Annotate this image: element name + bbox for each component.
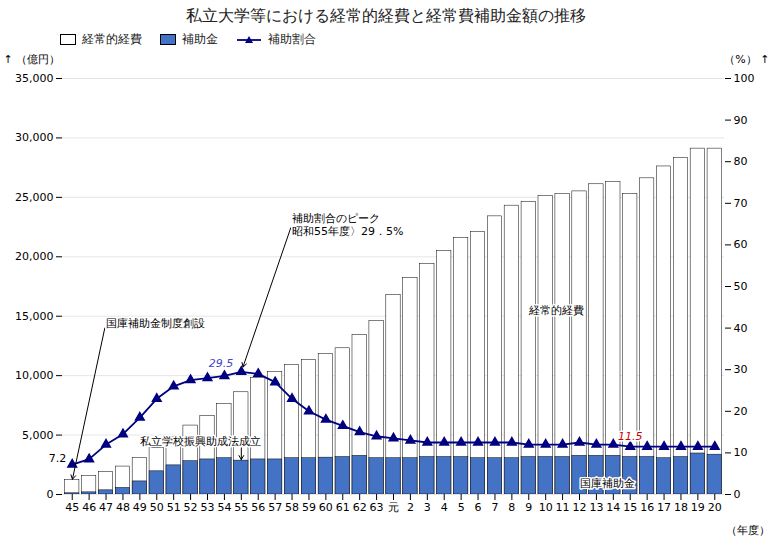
svg-text:6: 6 (475, 501, 482, 514)
svg-text:7: 7 (491, 501, 498, 514)
svg-text:70: 70 (734, 197, 748, 210)
svg-text:15,000: 15,000 (15, 310, 54, 323)
svg-text:29.5: 29.5 (209, 357, 234, 370)
svg-text:61: 61 (336, 501, 350, 514)
svg-text:12: 12 (573, 501, 587, 514)
svg-text:元: 元 (388, 501, 399, 514)
svg-text:56: 56 (251, 501, 265, 514)
svg-text:↑ （億円）: ↑ （億円） (4, 53, 61, 66)
svg-text:30,000: 30,000 (15, 131, 54, 144)
svg-text:10: 10 (539, 501, 553, 514)
svg-text:0: 0 (47, 488, 54, 501)
svg-text:46: 46 (82, 501, 96, 514)
svg-text:51: 51 (167, 501, 181, 514)
svg-text:20,000: 20,000 (15, 250, 54, 263)
svg-text:11: 11 (556, 501, 570, 514)
svg-text:100: 100 (734, 72, 755, 85)
svg-text:2: 2 (407, 501, 414, 514)
svg-text:90: 90 (734, 114, 748, 127)
svg-text:14: 14 (606, 501, 620, 514)
svg-text:40: 40 (734, 322, 748, 335)
svg-text:私立学校振興助成法成立: 私立学校振興助成法成立 (140, 435, 261, 448)
svg-text:7.2: 7.2 (49, 452, 67, 465)
html-text:経常的経費: 経常的経費 (82, 32, 142, 46)
svg-text:80: 80 (734, 155, 748, 168)
svg-text:16: 16 (640, 501, 654, 514)
svg-text:補助割合のピーク昭和55年度〉29．5%: 補助割合のピーク昭和55年度〉29．5% (292, 212, 403, 238)
svg-text:52: 52 (184, 501, 198, 514)
svg-text:63: 63 (370, 501, 384, 514)
svg-text:国庫補助金: 国庫補助金 (580, 477, 635, 490)
svg-text:20: 20 (708, 501, 722, 514)
svg-text:50: 50 (150, 501, 164, 514)
svg-text:18: 18 (674, 501, 688, 514)
svg-text:57: 57 (268, 501, 282, 514)
svg-text:17: 17 (657, 501, 671, 514)
svg-text:11.5: 11.5 (618, 430, 643, 443)
svg-text:5: 5 (458, 501, 465, 514)
svg-text:4: 4 (441, 501, 448, 514)
svg-text:25,000: 25,000 (15, 191, 54, 204)
svg-text:60: 60 (319, 501, 333, 514)
svg-text:45: 45 (65, 501, 79, 514)
svg-text:国庫補助金制度創設: 国庫補助金制度創設 (106, 317, 205, 330)
svg-text:10,000: 10,000 (15, 369, 54, 382)
svg-text:54: 54 (217, 501, 231, 514)
svg-text:経常的経費: 経常的経費 (528, 304, 584, 317)
svg-text:35,000: 35,000 (15, 72, 54, 85)
svg-text:（%） ↑: （%） ↑ (724, 53, 769, 66)
svg-text:62: 62 (353, 501, 367, 514)
html-text:私立大学等における経常的経費と経常費補助金額の推移: 私立大学等における経常的経費と経常費補助金額の推移 (186, 6, 586, 25)
svg-text:30: 30 (734, 363, 748, 376)
svg-text:49: 49 (133, 501, 147, 514)
svg-text:59: 59 (302, 501, 316, 514)
svg-text:0: 0 (734, 488, 741, 501)
svg-text:9: 9 (525, 501, 532, 514)
svg-text:15: 15 (623, 501, 637, 514)
svg-text:50: 50 (734, 280, 748, 293)
svg-text:8: 8 (508, 501, 515, 514)
svg-text:55: 55 (234, 501, 248, 514)
svg-text:13: 13 (589, 501, 603, 514)
svg-text:10: 10 (734, 446, 748, 459)
svg-text:19: 19 (691, 501, 705, 514)
html-text:補助割合: 補助割合 (268, 32, 316, 46)
svg-text:5,000: 5,000 (22, 429, 54, 442)
svg-text:48: 48 (116, 501, 130, 514)
svg-text:20: 20 (734, 405, 748, 418)
svg-text:58: 58 (285, 501, 299, 514)
svg-text:3: 3 (424, 501, 431, 514)
svg-text:60: 60 (734, 238, 748, 251)
svg-text:47: 47 (99, 501, 113, 514)
html-text:補助金: 補助金 (182, 32, 218, 46)
svg-text:（年度）: （年度） (726, 524, 770, 537)
svg-text:53: 53 (200, 501, 214, 514)
